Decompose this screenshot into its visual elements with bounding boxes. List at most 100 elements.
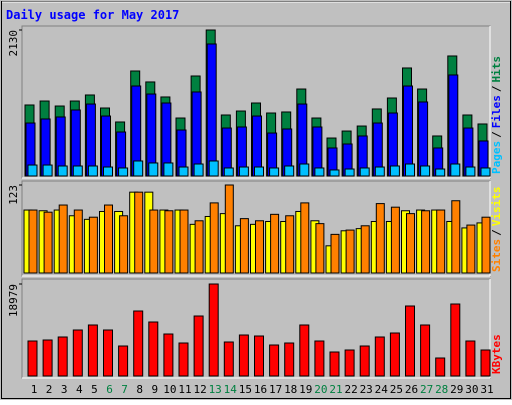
y-tick-label: 123 — [7, 185, 20, 205]
x-tick-label: 2 — [46, 383, 53, 396]
bar — [58, 204, 68, 274]
bar — [42, 164, 53, 177]
x-tick-label: 23 — [360, 383, 373, 396]
bar — [435, 168, 446, 177]
y-tick-label: 2130 — [7, 30, 20, 57]
bar — [451, 200, 461, 274]
bar — [223, 341, 234, 377]
bar — [481, 216, 491, 274]
bar — [164, 210, 174, 274]
bar — [148, 162, 159, 177]
x-tick-label: 15 — [239, 383, 252, 396]
bar — [300, 202, 310, 274]
bar — [208, 160, 219, 177]
bar — [406, 213, 415, 274]
x-tick-label: 29 — [450, 383, 463, 396]
x-tick-label: 18 — [284, 383, 297, 396]
legend: KBytes — [490, 334, 503, 374]
bar — [178, 342, 189, 377]
bar — [27, 164, 38, 177]
bar — [208, 283, 219, 377]
x-tick-label: 30 — [465, 383, 478, 396]
bar — [254, 335, 264, 377]
x-tick-label: 8 — [136, 383, 143, 396]
bar — [119, 215, 129, 274]
bar — [403, 85, 413, 177]
bar — [103, 166, 113, 177]
x-tick-label: 20 — [314, 383, 327, 396]
x-tick-label: 10 — [163, 383, 176, 396]
bar — [389, 165, 400, 177]
x-tick-label: 1 — [31, 383, 38, 396]
bar — [163, 333, 174, 377]
bar — [330, 233, 340, 274]
x-tick-label: 28 — [435, 383, 448, 396]
bar — [450, 163, 461, 177]
legend-entry: Pages — [490, 141, 503, 174]
x-tick-label: 26 — [405, 383, 418, 396]
bar — [193, 315, 204, 377]
x-tick-label: 6 — [106, 383, 113, 396]
bar — [118, 167, 129, 177]
bar — [239, 218, 249, 274]
bar — [149, 209, 159, 274]
x-tick-label: 17 — [269, 383, 282, 396]
legend: Pages / Files / Hits — [490, 56, 503, 174]
bar — [118, 345, 129, 377]
bar — [238, 334, 249, 377]
bar — [104, 204, 113, 274]
bar — [420, 324, 431, 377]
x-tick-label: 5 — [91, 383, 98, 396]
bar — [480, 167, 491, 177]
bar — [57, 336, 68, 377]
bar — [435, 357, 446, 377]
bar — [223, 167, 234, 177]
bar — [405, 305, 415, 377]
legend-entry: Visits — [490, 187, 503, 227]
bar — [299, 324, 310, 377]
bar — [178, 166, 189, 177]
x-tick-label: 24 — [375, 383, 389, 396]
bar — [329, 351, 340, 377]
bar — [254, 166, 264, 177]
bar — [315, 223, 325, 274]
bar — [374, 166, 385, 177]
plots: 2130Pages/Files/Hits123Sites/Visits18979… — [7, 25, 503, 396]
bar — [87, 324, 98, 377]
bar — [57, 165, 68, 177]
bar — [480, 349, 491, 377]
bar — [87, 165, 98, 177]
x-tick-label: 4 — [76, 383, 83, 396]
legend-separator: / — [490, 131, 503, 138]
bar — [344, 168, 355, 177]
x-tick-label: 27 — [420, 383, 433, 396]
bar — [28, 209, 38, 274]
bar — [163, 162, 174, 177]
bar — [285, 215, 295, 274]
bar — [314, 167, 325, 177]
bar — [43, 211, 53, 274]
x-tick-label: 31 — [480, 383, 493, 396]
bar — [269, 344, 280, 377]
bar — [448, 74, 459, 177]
bar — [88, 216, 98, 274]
x-tick-label: 11 — [178, 383, 191, 396]
bar — [450, 303, 461, 377]
legend-entry: KBytes — [490, 334, 503, 374]
bar — [465, 340, 476, 377]
y-tick-label: 18979 — [7, 284, 20, 317]
bar — [269, 167, 280, 177]
bar — [27, 340, 38, 377]
bar — [224, 184, 234, 274]
bar — [390, 206, 400, 274]
bar — [466, 224, 476, 274]
bar — [420, 165, 431, 177]
bar — [314, 340, 325, 377]
bar — [206, 43, 217, 177]
bar — [405, 163, 415, 177]
x-tick-label: 21 — [329, 383, 342, 396]
legend-entry: Sites — [490, 239, 503, 272]
legend: Sites / Visits — [490, 187, 503, 273]
x-tick-label: 9 — [151, 383, 158, 396]
